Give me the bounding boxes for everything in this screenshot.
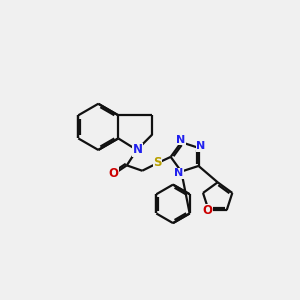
Text: N: N (174, 168, 184, 178)
Text: N: N (176, 135, 185, 145)
Text: O: O (203, 204, 213, 218)
Text: O: O (108, 167, 118, 180)
Text: N: N (196, 141, 206, 151)
Text: N: N (133, 143, 142, 157)
Text: S: S (153, 156, 162, 169)
